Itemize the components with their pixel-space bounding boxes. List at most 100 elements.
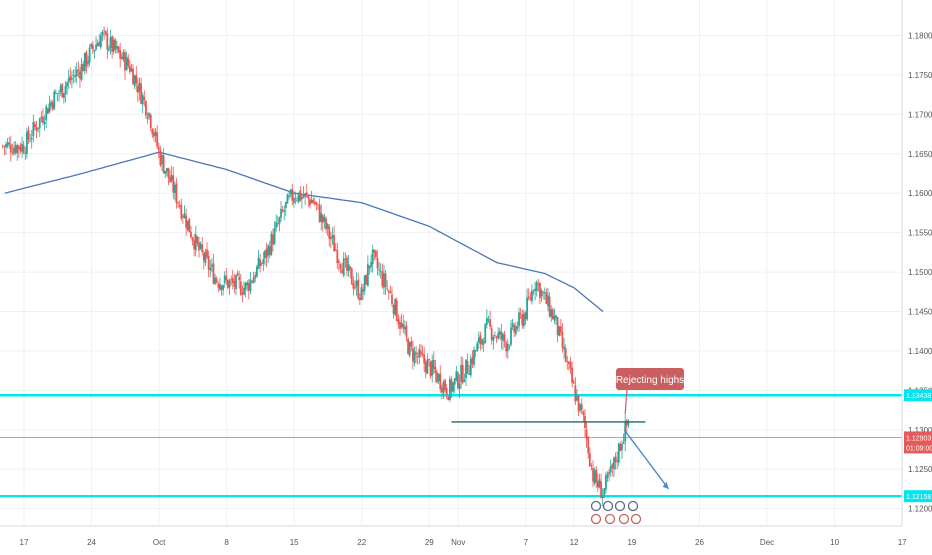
candle-body-270 — [436, 372, 438, 383]
candle-body-50 — [82, 63, 85, 72]
candle-body-368 — [593, 470, 596, 484]
candle-body-29 — [48, 103, 51, 113]
candle-body-150 — [243, 287, 245, 295]
candle-body-381 — [614, 456, 617, 463]
candle-body-203 — [328, 226, 331, 239]
candle-body-200 — [323, 217, 326, 222]
candle-body-331 — [534, 288, 537, 292]
candle-body-95 — [154, 131, 157, 136]
candle-body-51 — [83, 52, 86, 72]
candle-body-315 — [508, 345, 511, 347]
candle-body-318 — [513, 325, 516, 333]
candle-body-102 — [165, 168, 168, 172]
candle-body-298 — [481, 339, 483, 345]
candle-body-31 — [51, 102, 54, 109]
candle-body-144 — [233, 280, 236, 287]
candle-body-41 — [67, 78, 70, 83]
candle-body-43 — [71, 77, 73, 80]
candle-body-107 — [173, 184, 176, 193]
candle-body-303 — [489, 319, 491, 327]
candle-body-173 — [280, 208, 282, 218]
candle-body-274 — [442, 382, 445, 394]
candle-body-229 — [370, 262, 372, 267]
candle-body-240 — [387, 290, 390, 293]
candle-body-1 — [3, 146, 6, 148]
candle-body-226 — [365, 275, 368, 285]
candle-body-60 — [98, 42, 101, 47]
horizontal-levels-layer — [0, 394, 902, 498]
x-tick-label-6: 29 — [425, 538, 434, 547]
candle-body-199 — [321, 215, 324, 223]
x-tick-label-13: 10 — [830, 538, 839, 547]
candle-body-271 — [437, 374, 440, 382]
candle-body-22 — [37, 127, 40, 130]
candle-body-179 — [289, 189, 292, 195]
candle-body-80 — [130, 68, 133, 72]
candle-body-168 — [272, 234, 274, 245]
candle-body-36 — [59, 85, 62, 93]
candle-body-17 — [29, 140, 32, 142]
candle-body-116 — [188, 218, 191, 233]
candle-body-341 — [550, 309, 553, 318]
candle-body-333 — [537, 283, 540, 285]
candle-body-162 — [262, 259, 265, 264]
candle-body-389 — [627, 421, 630, 425]
candle-body-165 — [267, 245, 270, 256]
candle-body-4 — [8, 142, 11, 145]
candle-body-380 — [613, 457, 615, 469]
candle-body-140 — [227, 279, 229, 289]
callout-box — [616, 368, 684, 390]
candle-body-14 — [24, 153, 27, 154]
candle-body-314 — [506, 343, 509, 352]
candle-body-321 — [518, 312, 520, 327]
candle-body-177 — [286, 194, 289, 204]
candle-body-161 — [260, 263, 263, 265]
callout-text: Rejecting highs — [616, 375, 684, 386]
candle-body-217 — [350, 268, 353, 285]
candle-body-343 — [553, 316, 556, 321]
candle-body-384 — [619, 443, 622, 451]
candle-body-147 — [238, 276, 241, 281]
candle-body-337 — [543, 292, 546, 293]
candle-body-377 — [608, 471, 611, 475]
candle-body-311 — [502, 333, 504, 341]
candle-body-20 — [34, 124, 36, 127]
candle-body-27 — [45, 106, 48, 121]
candle-body-293 — [473, 349, 475, 365]
candle-body-233 — [376, 258, 379, 269]
candle-body-255 — [411, 347, 414, 361]
candle-body-234 — [378, 269, 381, 271]
candle-body-40 — [66, 82, 69, 87]
candle-body-21 — [35, 127, 38, 132]
candle-body-30 — [50, 101, 52, 106]
x-tick-label-3: 8 — [224, 538, 229, 547]
candle-body-235 — [379, 270, 382, 272]
x-tick-label-7: Nov — [451, 538, 465, 547]
candle-body-304 — [490, 328, 493, 340]
candle-body-59 — [96, 43, 99, 47]
candle-body-349 — [563, 346, 565, 350]
candle-body-68 — [111, 36, 114, 52]
candle-body-96 — [156, 132, 159, 147]
candle-body-133 — [215, 278, 218, 283]
candle-body-54 — [88, 47, 91, 63]
candle-body-57 — [93, 50, 96, 52]
candle-body-172 — [278, 217, 281, 225]
candle-body-228 — [368, 265, 371, 269]
candle-body-82 — [133, 75, 136, 87]
candle-body-121 — [196, 236, 199, 244]
candle-body-310 — [500, 331, 503, 340]
candle-body-386 — [622, 442, 625, 444]
candle-body-330 — [532, 292, 535, 294]
candle-body-167 — [270, 233, 273, 255]
event-marker-3 — [627, 500, 639, 512]
event-marker-2 — [614, 500, 626, 512]
candle-body-104 — [169, 176, 171, 183]
candle-body-93 — [151, 128, 154, 135]
candle-body-72 — [117, 46, 120, 53]
candle-body-302 — [487, 319, 490, 321]
candle-body-221 — [357, 279, 360, 299]
candle-body-134 — [217, 283, 220, 288]
